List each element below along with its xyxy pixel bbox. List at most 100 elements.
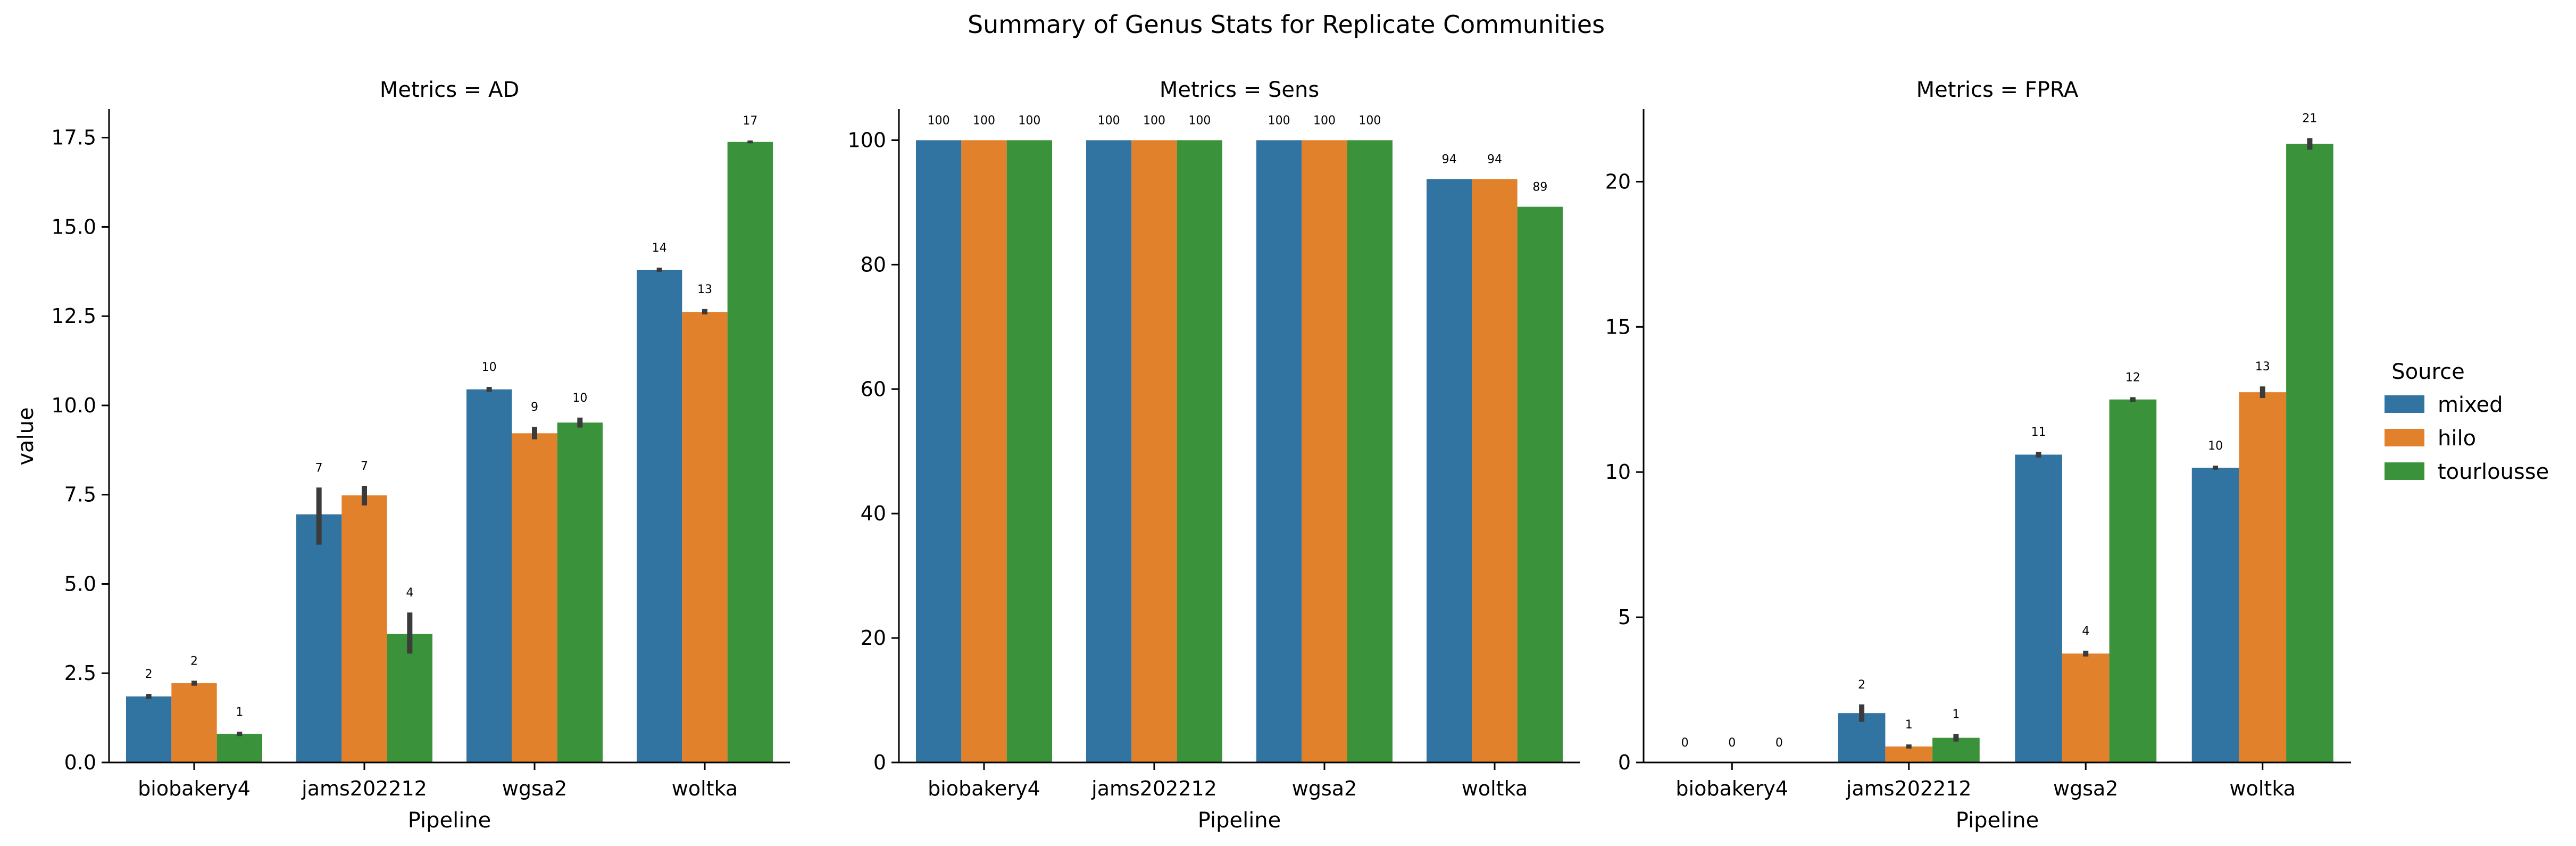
data-label: 100	[1018, 114, 1040, 127]
data-label: 1	[1905, 718, 1913, 732]
bar	[1177, 140, 1222, 762]
bar	[1885, 746, 1933, 762]
panel-title: Metrics = Sens	[1160, 78, 1319, 102]
y-tick-label: 15	[1605, 315, 1631, 338]
data-label: 9	[531, 401, 538, 414]
bar	[1427, 179, 1472, 763]
y-tick-label: 10	[1605, 460, 1631, 484]
bar	[1302, 140, 1347, 762]
x-axis-label: Pipeline	[1956, 808, 2039, 833]
x-tick-label: biobakery4	[928, 777, 1040, 800]
y-tick-label: 20	[1605, 170, 1631, 193]
bar	[1517, 206, 1563, 762]
bar	[216, 734, 262, 762]
y-tick-label: 10.0	[51, 394, 96, 417]
data-label: 100	[1143, 114, 1165, 127]
legend-swatch	[2385, 462, 2424, 480]
bar	[1256, 140, 1302, 762]
data-label: 4	[2082, 625, 2089, 638]
bar	[557, 422, 603, 762]
data-label: 100	[973, 114, 995, 127]
data-label: 94	[1487, 153, 1502, 167]
data-label: 100	[928, 114, 950, 127]
y-tick-label: 0	[1618, 751, 1631, 774]
bar	[296, 514, 342, 762]
bar	[2015, 454, 2062, 762]
y-tick-label: 20	[861, 626, 886, 650]
y-tick-label: 0	[873, 751, 886, 774]
data-label: 7	[315, 461, 323, 475]
bar	[341, 495, 387, 762]
legend-item: tourlousse	[2385, 460, 2549, 484]
legend-label: hilo	[2438, 426, 2476, 451]
bar	[171, 683, 217, 762]
legend-item: mixed	[2385, 393, 2503, 417]
data-label: 0	[1728, 736, 1736, 750]
legend: Source mixed hilo tourlousse	[2385, 360, 2549, 484]
data-label: 10	[2208, 439, 2223, 453]
x-tick-label: jams202212	[1091, 777, 1217, 800]
legend-title: Source	[2391, 360, 2464, 384]
data-label: 100	[1098, 114, 1120, 127]
bar	[2062, 653, 2110, 762]
data-label: 0	[1775, 736, 1783, 750]
panel-1: Metrics = AD271014279131410170.02.55.07.…	[14, 78, 790, 833]
legend-items: mixed hilo tourlousse	[2385, 393, 2549, 484]
data-label: 1	[1952, 708, 1960, 721]
data-label: 2	[145, 668, 153, 681]
y-tick-label: 5	[1618, 606, 1631, 629]
panel-title: Metrics = AD	[380, 78, 519, 102]
data-label: 12	[2125, 371, 2140, 384]
bar	[1932, 737, 1980, 762]
bar	[2286, 144, 2333, 762]
x-tick-label: woltka	[1462, 777, 1528, 800]
legend-swatch	[2385, 429, 2424, 446]
chart-title: Summary of Genus Stats for Replicate Com…	[968, 10, 1605, 39]
data-label: 11	[2031, 426, 2046, 439]
y-tick-label: 80	[861, 253, 886, 276]
y-tick-label: 40	[861, 502, 886, 525]
x-tick-label: woltka	[2230, 777, 2296, 800]
x-tick-label: wgsa2	[502, 777, 567, 800]
chart-panels: Metrics = AD271014279131410170.02.55.07.…	[14, 78, 2351, 833]
y-tick-label: 0.0	[64, 751, 96, 774]
panel-2: Metrics = Sens 100 100 100 94 100 100 100 94 100 1…	[847, 78, 1580, 833]
panel-3: Metrics = FPRA0211100141301122105101520b…	[1605, 78, 2351, 833]
data-label: 14	[652, 242, 667, 255]
x-tick-label: jams202212	[301, 777, 427, 800]
bar	[2191, 468, 2239, 762]
data-label: 0	[1681, 736, 1689, 750]
bar	[961, 140, 1007, 762]
y-tick-label: 12.5	[51, 304, 96, 328]
y-tick-label: 15.0	[51, 215, 96, 238]
x-tick-label: woltka	[672, 777, 738, 800]
bar	[727, 142, 773, 763]
data-label: 4	[406, 586, 413, 600]
data-label: 89	[1532, 181, 1547, 194]
data-label: 2	[190, 654, 198, 668]
bar	[126, 696, 172, 762]
data-label: 1	[236, 706, 243, 719]
data-label: 17	[743, 114, 757, 128]
y-tick-label: 17.5	[51, 126, 96, 150]
bar	[1472, 179, 1518, 763]
x-axis-label: Pipeline	[1198, 808, 1281, 833]
data-label: 100	[1188, 114, 1211, 127]
data-label: 13	[2255, 360, 2270, 374]
legend-item: hilo	[2385, 426, 2476, 451]
y-tick-label: 7.5	[64, 483, 96, 507]
bar	[637, 269, 682, 762]
data-label: 100	[1313, 114, 1336, 127]
data-label: 13	[697, 283, 712, 296]
legend-label: tourlousse	[2438, 460, 2549, 484]
bar	[387, 634, 432, 762]
y-tick-label: 60	[861, 377, 886, 401]
bar	[916, 140, 962, 762]
data-label: 21	[2302, 112, 2317, 126]
x-tick-label: biobakery4	[138, 777, 251, 800]
x-tick-label: wgsa2	[1292, 777, 1357, 800]
legend-label: mixed	[2438, 393, 2503, 417]
bar	[1006, 140, 1052, 762]
data-label: 7	[361, 460, 368, 473]
data-label: 10	[482, 361, 497, 374]
